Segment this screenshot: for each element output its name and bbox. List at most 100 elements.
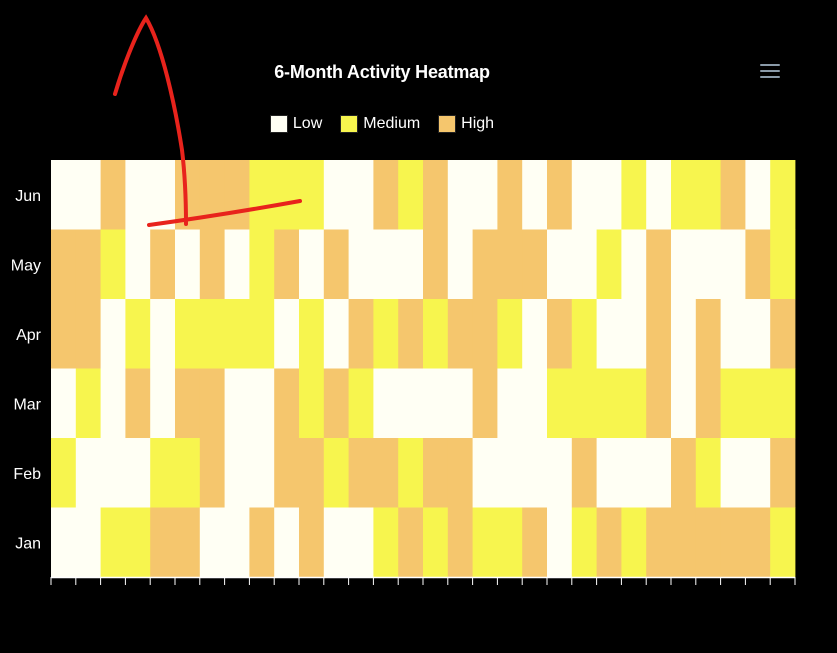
heatmap-cell[interactable] (596, 438, 622, 508)
heatmap-cell[interactable] (671, 368, 697, 439)
heatmap-cell[interactable] (770, 160, 796, 230)
heatmap-cell[interactable] (497, 507, 523, 578)
heatmap-cell[interactable] (646, 368, 672, 439)
heatmap-cell[interactable] (671, 438, 697, 508)
heatmap-cell[interactable] (522, 507, 548, 578)
heatmap-cell[interactable] (621, 368, 647, 439)
heatmap-cell[interactable] (100, 299, 126, 369)
heatmap-cell[interactable] (423, 229, 449, 300)
heatmap-cell[interactable] (472, 299, 498, 369)
heatmap-cell[interactable] (472, 160, 498, 230)
heatmap-cell[interactable] (199, 229, 225, 300)
heatmap-cell[interactable] (249, 299, 275, 369)
heatmap-cell[interactable] (150, 368, 176, 439)
legend-item-medium[interactable]: Medium (340, 115, 420, 133)
heatmap-cell[interactable] (51, 507, 77, 578)
heatmap-cell[interactable] (695, 438, 721, 508)
heatmap-cell[interactable] (100, 507, 126, 578)
heatmap-cell[interactable] (596, 507, 622, 578)
heatmap-cell[interactable] (720, 160, 746, 230)
heatmap-cell[interactable] (323, 229, 349, 300)
heatmap-cell[interactable] (348, 368, 374, 439)
heatmap-cell[interactable] (720, 368, 746, 439)
heatmap-cell[interactable] (348, 438, 374, 508)
heatmap-cell[interactable] (571, 160, 597, 230)
heatmap-cell[interactable] (596, 160, 622, 230)
heatmap-cell[interactable] (348, 160, 374, 230)
heatmap-cell[interactable] (274, 229, 300, 300)
heatmap-cell[interactable] (447, 160, 473, 230)
heatmap-cell[interactable] (621, 438, 647, 508)
heatmap-cell[interactable] (671, 160, 697, 230)
heatmap-cell[interactable] (175, 507, 201, 578)
heatmap-cell[interactable] (596, 299, 622, 369)
heatmap-cell[interactable] (75, 438, 101, 508)
hamburger-menu-icon[interactable] (758, 64, 782, 84)
heatmap-cell[interactable] (75, 299, 101, 369)
heatmap-cell[interactable] (423, 368, 449, 439)
heatmap-cell[interactable] (547, 160, 573, 230)
heatmap-cell[interactable] (51, 299, 77, 369)
heatmap-cell[interactable] (423, 160, 449, 230)
heatmap-cell[interactable] (373, 438, 399, 508)
heatmap-cell[interactable] (695, 160, 721, 230)
heatmap-cell[interactable] (596, 368, 622, 439)
heatmap-cell[interactable] (75, 507, 101, 578)
heatmap-cell[interactable] (274, 507, 300, 578)
heatmap-cell[interactable] (274, 299, 300, 369)
heatmap-cell[interactable] (323, 160, 349, 230)
heatmap-cell[interactable] (646, 299, 672, 369)
heatmap-cell[interactable] (125, 229, 151, 300)
heatmap-cell[interactable] (299, 438, 325, 508)
legend-item-low[interactable]: Low (269, 115, 322, 133)
heatmap-cell[interactable] (571, 438, 597, 508)
heatmap-cell[interactable] (224, 160, 250, 230)
heatmap-cell[interactable] (249, 160, 275, 230)
heatmap-cell[interactable] (472, 368, 498, 439)
heatmap-cell[interactable] (299, 368, 325, 439)
heatmap-cell[interactable] (497, 160, 523, 230)
heatmap-cell[interactable] (646, 229, 672, 300)
heatmap-cell[interactable] (497, 229, 523, 300)
heatmap-cell[interactable] (373, 160, 399, 230)
heatmap-cell[interactable] (745, 160, 771, 230)
heatmap-cell[interactable] (695, 368, 721, 439)
heatmap-cell[interactable] (671, 229, 697, 300)
heatmap-cell[interactable] (100, 229, 126, 300)
heatmap-cell[interactable] (150, 160, 176, 230)
heatmap-cell[interactable] (646, 507, 672, 578)
heatmap-cell[interactable] (323, 438, 349, 508)
heatmap-cell[interactable] (571, 299, 597, 369)
heatmap-cell[interactable] (423, 438, 449, 508)
heatmap-cell[interactable] (720, 438, 746, 508)
heatmap-cell[interactable] (224, 507, 250, 578)
heatmap-cell[interactable] (274, 438, 300, 508)
heatmap-cell[interactable] (497, 438, 523, 508)
heatmap-cell[interactable] (224, 438, 250, 508)
heatmap-cell[interactable] (373, 507, 399, 578)
heatmap-cell[interactable] (199, 160, 225, 230)
heatmap-cell[interactable] (720, 229, 746, 300)
heatmap-cell[interactable] (671, 507, 697, 578)
heatmap-cell[interactable] (100, 160, 126, 230)
heatmap-cell[interactable] (472, 229, 498, 300)
heatmap-cell[interactable] (125, 368, 151, 439)
heatmap-cell[interactable] (249, 229, 275, 300)
heatmap-cell[interactable] (299, 507, 325, 578)
heatmap-cell[interactable] (323, 368, 349, 439)
heatmap-cell[interactable] (447, 229, 473, 300)
heatmap-cell[interactable] (75, 368, 101, 439)
heatmap-cell[interactable] (472, 507, 498, 578)
heatmap-cell[interactable] (770, 507, 796, 578)
heatmap-cell[interactable] (745, 438, 771, 508)
heatmap-cell[interactable] (299, 299, 325, 369)
heatmap-cell[interactable] (398, 160, 424, 230)
heatmap-cell[interactable] (224, 299, 250, 369)
heatmap-cell[interactable] (299, 229, 325, 300)
heatmap-cell[interactable] (274, 368, 300, 439)
heatmap-cell[interactable] (125, 299, 151, 369)
heatmap-cell[interactable] (447, 438, 473, 508)
heatmap-cell[interactable] (373, 368, 399, 439)
heatmap-cell[interactable] (150, 299, 176, 369)
heatmap-cell[interactable] (522, 229, 548, 300)
